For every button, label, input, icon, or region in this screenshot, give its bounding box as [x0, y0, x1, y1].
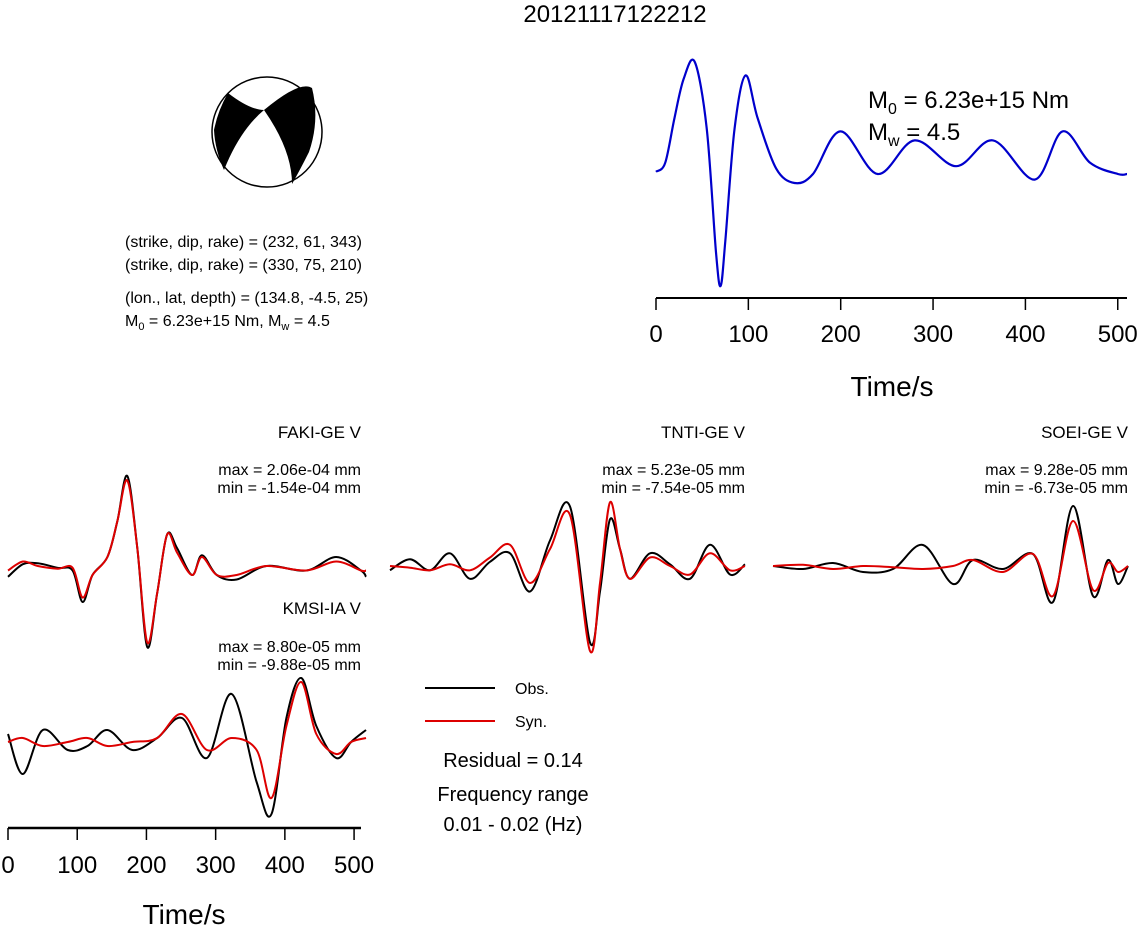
stf-magnitude-label: Mw = 4.5 [868, 119, 960, 150]
waveform-x-axis-title: Time/s [143, 899, 226, 928]
waveform-x-tick-label: 500 [334, 852, 374, 879]
synthetic-waveform [772, 519, 1129, 598]
station-min-amplitude: min = -7.54e-05 mm [601, 480, 745, 497]
waveform-x-tick-label: 200 [126, 852, 166, 879]
mechanism-moment: M0 = 6.23e+15 Nm, Mw = 4.5 [125, 313, 330, 333]
station-min-amplitude: min = -9.88e-05 mm [217, 657, 361, 674]
beachball-icon [211, 76, 323, 188]
synthetic-waveform [7, 681, 367, 800]
waveform-x-tick-label: 0 [1, 852, 14, 879]
station-name: FAKI-GE V [278, 423, 362, 442]
stf-series-line [655, 58, 1128, 288]
synthetic-waveform [7, 479, 367, 645]
mechanism-plane-2: (strike, dip, rake) = (330, 75, 210) [125, 257, 362, 274]
observed-waveform [7, 474, 367, 649]
station-name: TNTI-GE V [661, 423, 746, 442]
synthetic-waveform [389, 501, 746, 654]
station-max-amplitude: max = 5.23e-05 mm [602, 462, 745, 479]
residual-text: Residual = 0.14 [443, 750, 583, 772]
observed-waveform [389, 501, 746, 647]
waveform-x-tick-label: 100 [57, 852, 97, 879]
station-min-amplitude: min = -1.54e-04 mm [217, 480, 361, 497]
legend-syn-label: Syn. [515, 714, 547, 731]
stf-moment-label: M0 = 6.23e+15 Nm [868, 87, 1069, 118]
station-min-amplitude: min = -6.73e-05 mm [984, 480, 1128, 497]
frequency-range-title: Frequency range [437, 784, 588, 806]
stf-x-ticks: 0 100 200 300 400 500 [649, 298, 1138, 348]
legend: Obs. Syn. Residual = 0.14 Frequency rang… [425, 681, 589, 836]
station-name: KMSI-IA V [283, 599, 362, 618]
stf-x-tick-label: 200 [821, 321, 861, 348]
stf-x-axis-title: Time/s [851, 371, 934, 402]
station-name: SOEI-GE V [1041, 423, 1129, 442]
station-max-amplitude: max = 9.28e-05 mm [985, 462, 1128, 479]
stf-x-tick-label: 0 [649, 321, 662, 348]
legend-obs-label: Obs. [515, 681, 549, 698]
station-max-amplitude: max = 8.80e-05 mm [218, 639, 361, 656]
stf-x-tick-label: 100 [728, 321, 768, 348]
waveform-x-tick-label: 400 [265, 852, 305, 879]
mechanism-plane-1: (strike, dip, rake) = (232, 61, 343) [125, 234, 362, 251]
stf-x-tick-label: 300 [913, 321, 953, 348]
stf-x-tick-label: 400 [1005, 321, 1045, 348]
frequency-range-value: 0.01 - 0.02 (Hz) [444, 814, 583, 836]
stf-x-tick-label: 500 [1098, 321, 1138, 348]
mechanism-location: (lon., lat, depth) = (134.8, -4.5, 25) [125, 290, 368, 307]
waveform-x-ticks: 0 100 200 300 400 500 [1, 828, 374, 879]
stf-panel: M0 = 6.23e+15 Nm Mw = 4.5 0 100 200 300 400 5… [649, 58, 1138, 402]
station-max-amplitude: max = 2.06e-04 mm [218, 462, 361, 479]
observed-waveform [772, 504, 1129, 604]
waveform-x-tick-label: 300 [196, 852, 236, 879]
figure-title: 20121117122212 [523, 1, 706, 28]
observed-waveform [7, 677, 367, 818]
